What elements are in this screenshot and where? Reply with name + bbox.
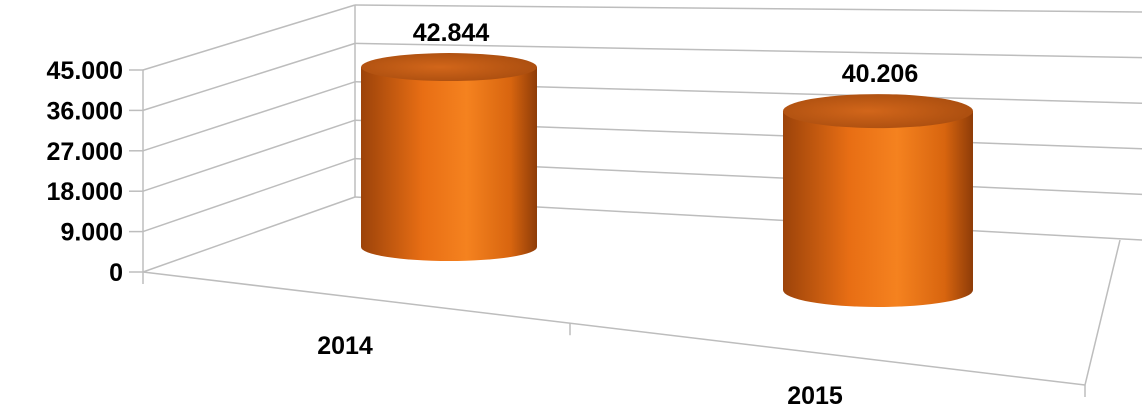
gridline-back <box>354 4 1142 13</box>
category-labels: 2014 2015 <box>317 332 843 410</box>
bar-top-2015 <box>783 94 973 129</box>
gridline-side <box>142 81 356 152</box>
y-tick-label: 9.000 <box>60 219 123 247</box>
category-label-2015: 2015 <box>787 382 843 410</box>
y-tick-label: 45.000 <box>47 57 123 85</box>
gridline-back <box>354 42 1142 59</box>
y-tick-label: 18.000 <box>47 178 123 206</box>
y-tick-label: 36.000 <box>47 97 123 125</box>
bars <box>361 53 973 307</box>
y-tick-label: 0 <box>109 259 123 287</box>
gridline-side <box>142 4 356 71</box>
bar-top-2014 <box>361 53 537 82</box>
gridline-side <box>142 196 356 273</box>
floor-front-edge <box>142 271 1086 386</box>
floor-right-edge <box>1084 239 1121 386</box>
chart-walls <box>142 5 1121 386</box>
bar-2015 <box>783 111 973 307</box>
data-label-2014: 42.844 <box>413 19 490 47</box>
gridline-side <box>142 157 356 233</box>
y-tick-label: 27.000 <box>47 138 123 166</box>
x-axis <box>142 272 1086 397</box>
gridlines <box>142 4 1142 273</box>
gridline-side <box>142 119 356 192</box>
category-label-2014: 2014 <box>317 332 373 360</box>
gridline-side <box>142 42 356 112</box>
y-axis-ticks: 0 9.000 18.000 27.000 36.000 45.000 <box>47 57 143 287</box>
data-labels: 42.844 40.206 <box>413 19 918 88</box>
bar-2014 <box>361 67 537 261</box>
data-label-2015: 40.206 <box>842 60 918 88</box>
